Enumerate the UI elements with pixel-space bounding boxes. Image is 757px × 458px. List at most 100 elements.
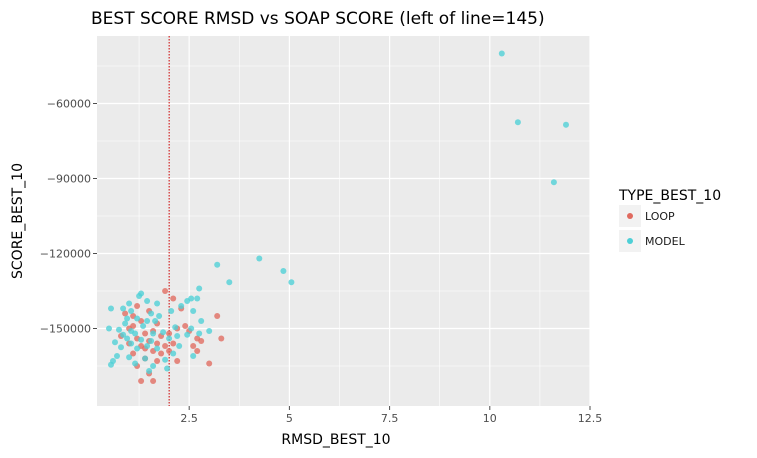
legend-marker-loop bbox=[627, 213, 633, 219]
point-model bbox=[134, 345, 141, 352]
point-model bbox=[563, 121, 569, 128]
point-model bbox=[160, 329, 167, 336]
y-axis: −60000 −90000 −120000 −150000 bbox=[40, 98, 97, 336]
point-loop bbox=[214, 313, 221, 319]
y-tick-label: −60000 bbox=[47, 98, 91, 111]
point-model bbox=[196, 330, 203, 337]
point-model bbox=[136, 293, 143, 299]
point-model bbox=[150, 363, 157, 369]
point-loop bbox=[162, 288, 169, 294]
major-gridlines bbox=[97, 36, 591, 406]
point-model bbox=[188, 325, 195, 332]
point-model bbox=[184, 331, 191, 338]
point-model bbox=[194, 295, 201, 302]
point-model bbox=[132, 360, 139, 367]
legend: TYPE_BEST_10 LOOP MODEL bbox=[618, 188, 721, 252]
y-tick-label: −120000 bbox=[40, 248, 91, 261]
point-model bbox=[106, 325, 112, 332]
x-tick-label: 10 bbox=[483, 412, 497, 425]
point-model bbox=[196, 285, 203, 292]
point-model bbox=[550, 179, 557, 186]
point-model bbox=[288, 279, 295, 286]
point-model bbox=[172, 324, 179, 331]
point-model bbox=[124, 335, 131, 342]
point-model bbox=[162, 356, 169, 363]
point-model bbox=[190, 308, 197, 314]
point-model bbox=[154, 300, 161, 307]
x-tick-label: 2.5 bbox=[180, 412, 198, 425]
point-loop bbox=[138, 378, 145, 384]
x-tick-label: 5 bbox=[286, 412, 293, 425]
point-model bbox=[120, 305, 127, 312]
point-model bbox=[190, 353, 197, 359]
point-model bbox=[174, 333, 181, 339]
point-model bbox=[142, 355, 149, 362]
point-model bbox=[498, 50, 505, 57]
point-model bbox=[184, 298, 191, 304]
point-model bbox=[128, 308, 135, 314]
point-model bbox=[226, 279, 233, 286]
point-model bbox=[126, 300, 133, 307]
point-model bbox=[114, 353, 120, 359]
point-model bbox=[214, 261, 221, 268]
point-model bbox=[148, 338, 155, 344]
data-points bbox=[106, 50, 569, 384]
point-loop bbox=[142, 330, 149, 337]
point-loop bbox=[174, 358, 181, 364]
x-tick-label: 7.5 bbox=[381, 412, 399, 425]
point-model bbox=[108, 305, 114, 312]
chart-title: BEST SCORE RMSD vs SOAP SCORE (left of l… bbox=[91, 9, 545, 29]
x-tick-label: 12.5 bbox=[578, 412, 603, 425]
point-loop bbox=[130, 350, 137, 357]
legend-title: TYPE_BEST_10 bbox=[618, 188, 721, 204]
y-tick-label: −90000 bbox=[47, 173, 91, 186]
point-loop bbox=[218, 335, 225, 342]
point-model bbox=[138, 336, 145, 343]
point-loop bbox=[130, 323, 137, 329]
point-model bbox=[146, 368, 153, 374]
legend-item-loop: LOOP bbox=[619, 205, 675, 227]
y-axis-title: SCORE_BEST_10 bbox=[10, 163, 26, 279]
legend-marker-model bbox=[627, 238, 633, 244]
legend-label-model: MODEL bbox=[645, 235, 686, 248]
point-model bbox=[134, 315, 141, 322]
legend-label-loop: LOOP bbox=[645, 210, 675, 223]
point-model bbox=[126, 354, 133, 361]
point-loop bbox=[166, 330, 173, 337]
minor-gridlines bbox=[97, 36, 590, 406]
point-model bbox=[156, 313, 163, 319]
point-model bbox=[120, 331, 127, 338]
point-model bbox=[170, 350, 177, 357]
point-loop bbox=[190, 343, 197, 349]
point-loop bbox=[134, 303, 141, 309]
point-model bbox=[164, 365, 171, 372]
point-model bbox=[256, 255, 263, 262]
point-loop bbox=[150, 378, 157, 384]
point-loop bbox=[154, 358, 161, 364]
point-model bbox=[124, 315, 131, 322]
point-model bbox=[168, 308, 175, 314]
point-loop bbox=[122, 310, 129, 317]
point-model bbox=[176, 343, 183, 349]
legend-item-model: MODEL bbox=[619, 230, 686, 252]
point-model bbox=[112, 339, 118, 346]
point-model bbox=[198, 318, 205, 324]
point-model bbox=[154, 345, 161, 352]
point-loop bbox=[170, 340, 177, 347]
point-model bbox=[144, 318, 151, 324]
point-model bbox=[148, 310, 155, 317]
point-model bbox=[280, 268, 287, 274]
point-model bbox=[152, 318, 159, 324]
point-loop bbox=[182, 323, 189, 329]
point-loop bbox=[194, 348, 201, 354]
point-loop bbox=[158, 350, 165, 357]
point-loop bbox=[206, 360, 213, 367]
point-loop bbox=[162, 343, 169, 349]
point-model bbox=[140, 323, 147, 329]
point-model bbox=[108, 361, 114, 368]
point-model bbox=[122, 320, 129, 327]
point-loop bbox=[170, 295, 177, 302]
y-tick-label: −150000 bbox=[40, 323, 91, 336]
x-axis-title: RMSD_BEST_10 bbox=[281, 432, 390, 448]
